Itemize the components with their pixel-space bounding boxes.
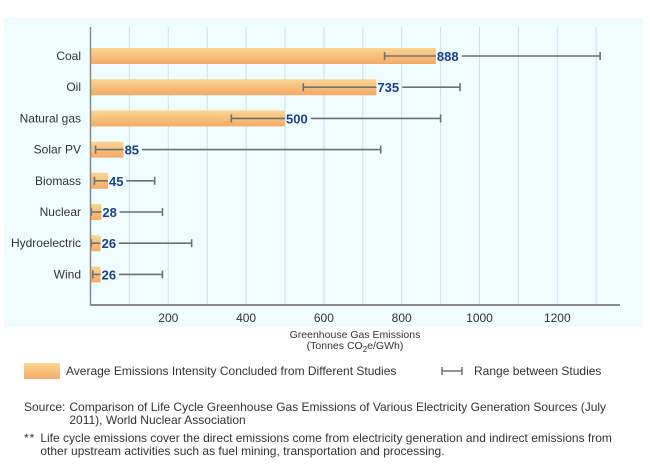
category-label: Natural gas <box>20 111 81 125</box>
tick-labels: 200 400 600 800 1000 1200 <box>158 311 571 325</box>
value-label: 26 <box>102 236 116 251</box>
value-label: 28 <box>102 205 116 220</box>
value-label: 888 <box>437 49 459 64</box>
category-label: Hydroelectric <box>11 236 81 250</box>
x-tick-label: 600 <box>314 311 334 325</box>
footnote: ** Life cycle emissions cover the direct… <box>24 432 634 458</box>
x-axis-title-units: (Tonnes CO2e/GWh) <box>240 341 470 355</box>
source-prefix: Source: <box>24 400 66 414</box>
legend: Average Emissions Intensity Concluded fr… <box>24 362 644 382</box>
bar-coal <box>90 48 436 64</box>
bar-natural-gas <box>90 110 285 127</box>
value-labels: 888 735 500 85 45 28 26 26 <box>102 49 459 282</box>
gridlines <box>128 27 597 305</box>
category-label: Oil <box>66 80 81 94</box>
footnote-text: Life cycle emissions cover the direct em… <box>40 431 612 458</box>
legend-bar-swatch <box>24 363 60 379</box>
category-label: Solar PV <box>34 143 81 157</box>
units-prefix: (Tonnes CO <box>306 340 363 352</box>
value-label: 45 <box>109 174 123 189</box>
source-text: Comparison of Life Cycle Greenhouse Gas … <box>69 400 607 427</box>
category-label: Biomass <box>35 174 81 188</box>
value-label: 85 <box>125 143 139 158</box>
category-label: Coal <box>56 49 81 63</box>
category-labels: Coal Oil Natural gas Solar PV Biomass Nuclear… <box>11 49 81 281</box>
source-note: Source: Comparison of Life Cycle Greenho… <box>24 401 624 427</box>
category-label: Wind <box>54 267 81 281</box>
x-tick-label: 200 <box>158 311 178 325</box>
units-subscript: 2 <box>362 345 368 355</box>
legend-label-average: Average Emissions Intensity Concluded fr… <box>66 364 397 378</box>
value-label: 500 <box>286 111 308 126</box>
legend-label-range: Range between Studies <box>474 364 602 378</box>
category-label: Nuclear <box>40 205 81 219</box>
value-label: 735 <box>377 80 399 95</box>
x-axis-title: Greenhouse Gas Emissions (Tonnes CO2e/GW… <box>240 330 470 355</box>
x-tick-label: 800 <box>392 311 412 325</box>
range-whiskers <box>90 52 601 279</box>
x-axis-title-main: Greenhouse Gas Emissions <box>289 329 421 341</box>
value-label: 26 <box>102 267 116 282</box>
emissions-chart: 888 735 500 85 45 28 26 26 Coal Oil Natural gas So… <box>4 18 643 327</box>
units-suffix: e/GWh) <box>367 340 404 352</box>
x-tick-label: 1000 <box>466 311 493 325</box>
bar-oil <box>90 79 377 96</box>
x-tick-label: 400 <box>236 311 256 325</box>
x-tick-label: 1200 <box>544 311 571 325</box>
axes <box>89 27 620 306</box>
range-whisker-icon <box>441 367 463 375</box>
footnote-marker: ** <box>24 431 36 445</box>
